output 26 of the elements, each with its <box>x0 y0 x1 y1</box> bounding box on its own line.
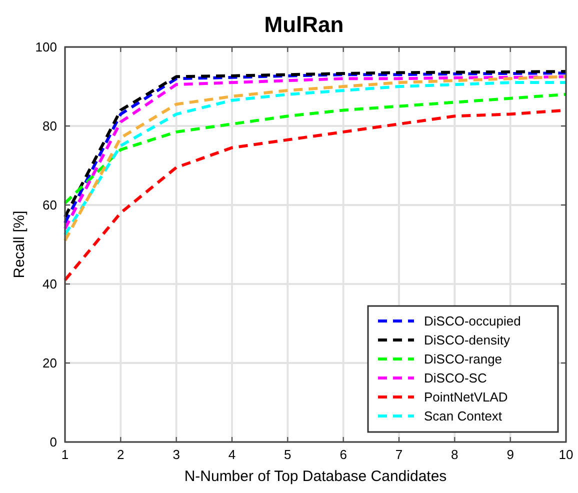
x-tick-label: 10 <box>558 447 574 462</box>
legend-label: DiSCO-SC <box>424 370 487 386</box>
legend-label: PointNetVLAD <box>424 390 508 404</box>
x-tick-label: 1 <box>61 447 69 462</box>
y-tick-label: 100 <box>35 40 57 54</box>
y-tick-label: 20 <box>42 356 57 370</box>
x-tick-label: 4 <box>228 447 236 462</box>
x-tick-label: 8 <box>451 447 458 462</box>
x-tick-label: 2 <box>117 447 124 462</box>
x-axis-title: N-Number of Top Database Candidates <box>184 468 447 485</box>
y-tick-label: 80 <box>42 118 57 134</box>
x-tick-label: 6 <box>340 447 347 462</box>
y-axis-title: Recall [%] <box>11 210 28 278</box>
y-tick-label: 0 <box>50 434 57 450</box>
y-tick-label: 60 <box>42 198 57 212</box>
x-tick-label: 5 <box>284 447 292 462</box>
x-tick-label: 9 <box>506 447 514 462</box>
x-tick-label: 7 <box>395 447 403 462</box>
x-tick-label: 3 <box>172 447 180 462</box>
legend-label: DiSCO-range <box>424 352 502 366</box>
y-tick-label: 40 <box>42 276 57 292</box>
chart-title: MulRan <box>264 12 344 37</box>
legend-label: Scan Context <box>424 408 502 424</box>
line-series <box>64 92 568 205</box>
legend-label: DiSCO-density <box>424 332 510 348</box>
legend-label: DiSCO-occupied <box>424 314 521 328</box>
